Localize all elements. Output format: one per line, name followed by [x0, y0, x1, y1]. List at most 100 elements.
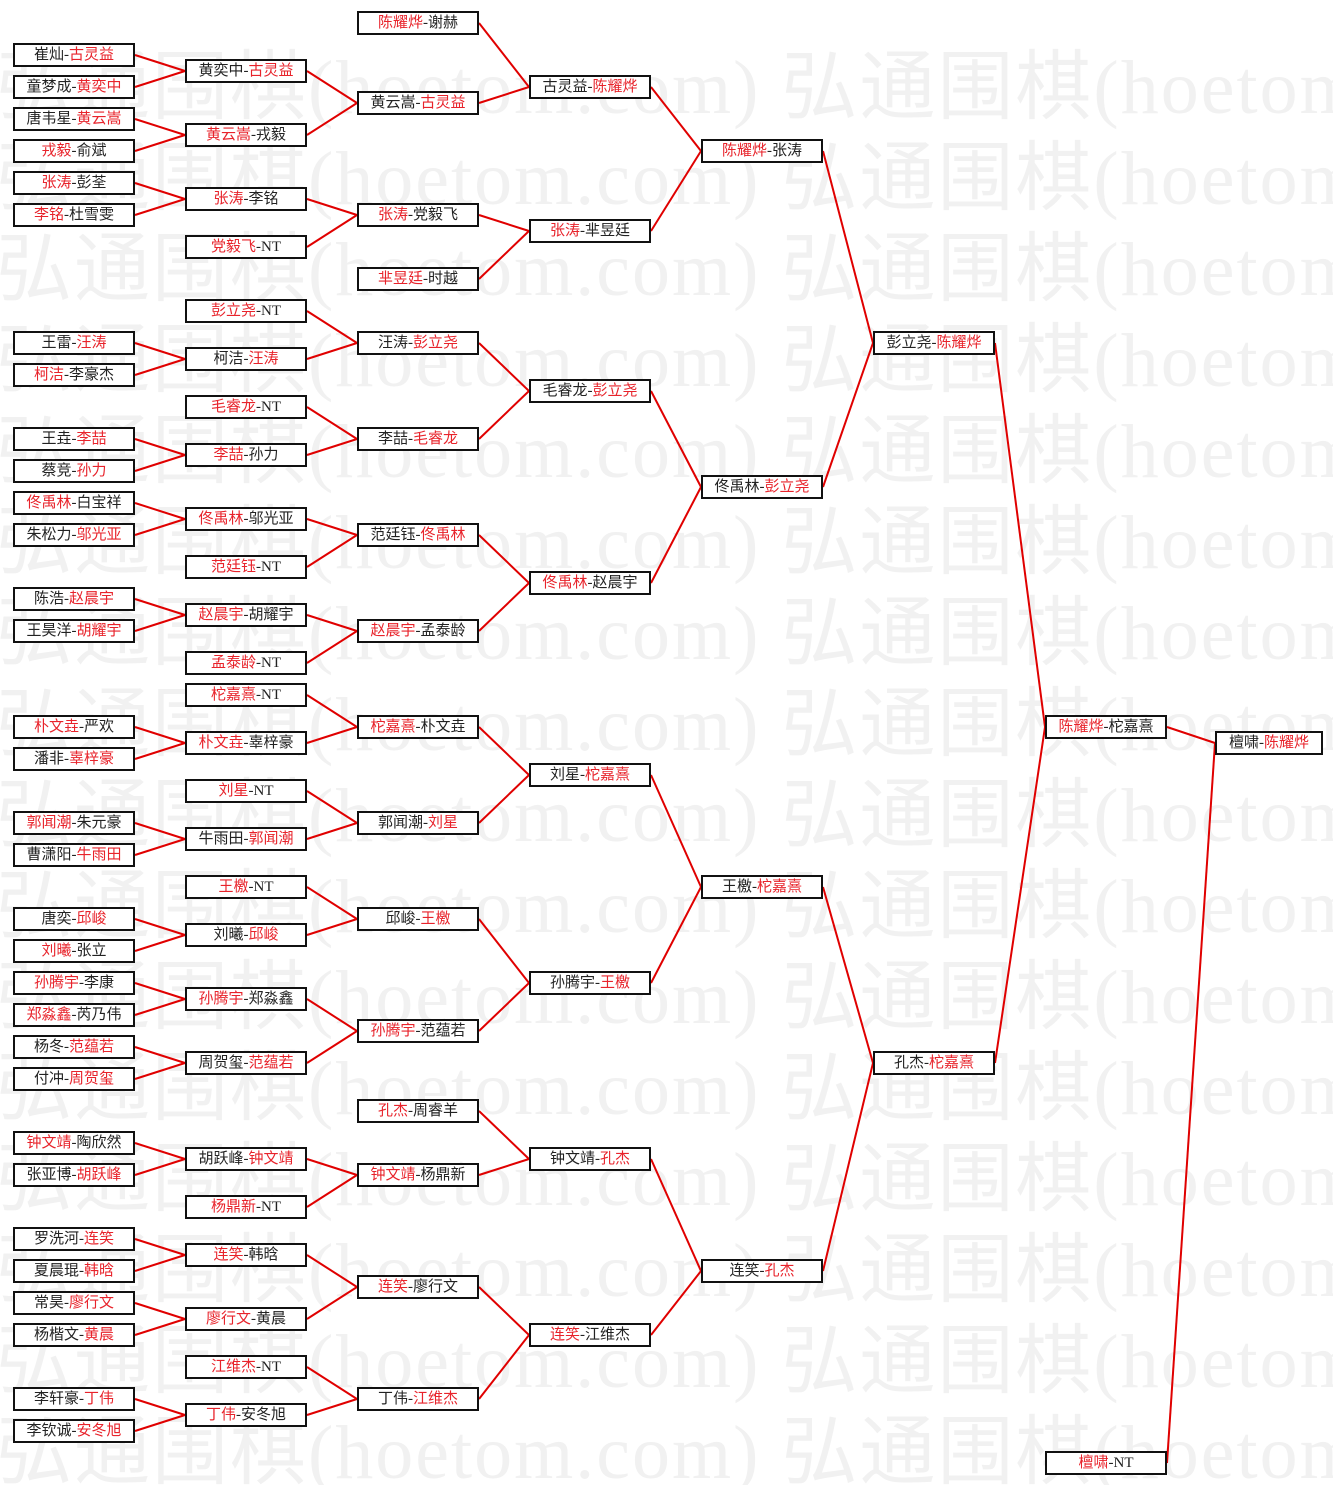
separator: - — [587, 383, 593, 399]
separator: - — [415, 1167, 421, 1183]
match-box: 孙腾宇-王檄 — [529, 971, 651, 995]
match-box: 柯洁-汪涛 — [185, 347, 307, 371]
match-box: 王檄-柁嘉熹 — [701, 875, 823, 899]
bracket-connector — [306, 1286, 358, 1320]
match-box: 李铭-杜雪雯 — [13, 203, 135, 227]
player-1: 赵晨宇 — [370, 623, 416, 639]
match-box: 连笑-孔杰 — [701, 1259, 823, 1283]
match-box: 童梦成-黄奕中 — [13, 75, 135, 99]
separator: - — [752, 879, 757, 895]
player-2: NT — [261, 655, 281, 671]
player-1: 江维杰 — [210, 1359, 256, 1375]
player-2: 陈耀烨 — [592, 79, 638, 95]
match-box: 李喆-孙力 — [185, 443, 307, 467]
separator: - — [71, 815, 77, 831]
match-box: 刘曦-张立 — [13, 939, 135, 963]
bracket-connector — [306, 406, 358, 440]
player-2: 黄晨 — [256, 1311, 287, 1327]
match-box: 夏晨琨-韩晗 — [13, 1259, 135, 1283]
player-1: 连笑 — [213, 1247, 244, 1263]
bracket-connector — [134, 1414, 186, 1432]
bracket-connector — [134, 614, 186, 632]
player-1: 黄奕中 — [198, 63, 244, 79]
separator: - — [415, 623, 421, 639]
player-1: 张涛 — [377, 207, 408, 223]
match-box: 丁伟-安冬旭 — [185, 1403, 307, 1427]
player-2: 孙力 — [76, 463, 107, 479]
bracket-connector — [134, 838, 186, 856]
player-2: 时越 — [428, 271, 459, 287]
player-1: 张涛 — [41, 175, 72, 191]
player-1: 檀啸 — [1078, 1455, 1109, 1471]
player-1: 佟禹林 — [26, 495, 72, 511]
match-box: 孔杰-周睿羊 — [357, 1099, 479, 1123]
match-box: 钟文靖-孔杰 — [529, 1147, 651, 1171]
player-2: NT — [253, 783, 274, 799]
bracket-connector — [134, 1062, 186, 1080]
match-box: 陈耀烨-张涛 — [701, 139, 823, 163]
bracket-connector — [134, 70, 186, 88]
player-1: 王檄 — [721, 879, 752, 895]
bracket-connector — [478, 774, 530, 824]
player-1: 唐奕 — [41, 911, 72, 927]
bracket-connector — [306, 1366, 358, 1400]
separator: - — [256, 655, 261, 671]
player-2: 江维杰 — [585, 1327, 631, 1343]
separator: - — [408, 431, 413, 447]
player-2: 张立 — [76, 943, 107, 959]
player-2: 孟泰龄 — [420, 623, 466, 639]
match-box: 邱峻-王檄 — [357, 907, 479, 931]
separator: - — [71, 943, 77, 959]
match-box: 常昊-廖行文 — [13, 1291, 135, 1315]
player-1: 刘曦 — [213, 927, 244, 943]
player-1: 李喆 — [377, 431, 408, 447]
player-1: 王昊洋 — [26, 623, 72, 639]
match-box: 古灵益-陈耀烨 — [529, 75, 651, 99]
player-2: 安冬旭 — [241, 1407, 287, 1423]
separator: - — [415, 527, 421, 543]
player-2: 古灵益 — [420, 95, 466, 111]
player-2: 彭荃 — [76, 175, 107, 191]
player-1: 檀啸 — [1228, 735, 1259, 751]
player-1: 戎毅 — [41, 143, 72, 159]
player-2: 胡跃峰 — [76, 1167, 122, 1183]
separator: - — [79, 1263, 84, 1279]
separator: - — [423, 15, 428, 31]
player-1: 孟泰龄 — [210, 655, 256, 671]
player-2: 周睿羊 — [413, 1103, 459, 1119]
bracket-connector — [306, 518, 358, 536]
player-2: 俞斌 — [76, 143, 107, 159]
bracket-connector — [306, 1398, 358, 1416]
player-1: 陈耀烨 — [1058, 719, 1104, 735]
player-1: 孙腾宇 — [549, 975, 595, 991]
match-box: 江维杰-NT — [185, 1355, 307, 1379]
player-1: 丁伟 — [205, 1407, 236, 1423]
player-1: 刘星 — [549, 767, 580, 783]
match-box: 赵晨宇-孟泰龄 — [357, 619, 479, 643]
player-2: 周贺玺 — [69, 1071, 115, 1087]
match-box: 刘星-NT — [185, 779, 307, 803]
player-2: 江维杰 — [413, 1391, 459, 1407]
bracket-connector — [306, 694, 358, 728]
bracket-connector — [134, 198, 186, 216]
player-1: 陈耀烨 — [721, 143, 767, 159]
player-2: 戎毅 — [256, 127, 287, 143]
bracket-connector — [306, 214, 358, 248]
bracket-connector — [478, 214, 530, 232]
separator: - — [256, 1359, 261, 1375]
bracket-connector — [478, 390, 530, 440]
player-1: 柁嘉熹 — [370, 719, 416, 735]
separator: - — [243, 607, 249, 623]
separator: - — [587, 575, 593, 591]
bracket-connector — [306, 1158, 358, 1176]
match-box: 连笑-韩晗 — [185, 1243, 307, 1267]
player-2: NT — [253, 879, 274, 895]
separator: - — [931, 335, 937, 351]
match-box: 潘非-辜梓豪 — [13, 747, 135, 771]
match-box: 朱松力-邬光亚 — [13, 523, 135, 547]
separator: - — [243, 1151, 249, 1167]
separator: - — [759, 1263, 765, 1279]
separator: - — [64, 591, 69, 607]
player-1: 孙腾宇 — [198, 991, 244, 1007]
